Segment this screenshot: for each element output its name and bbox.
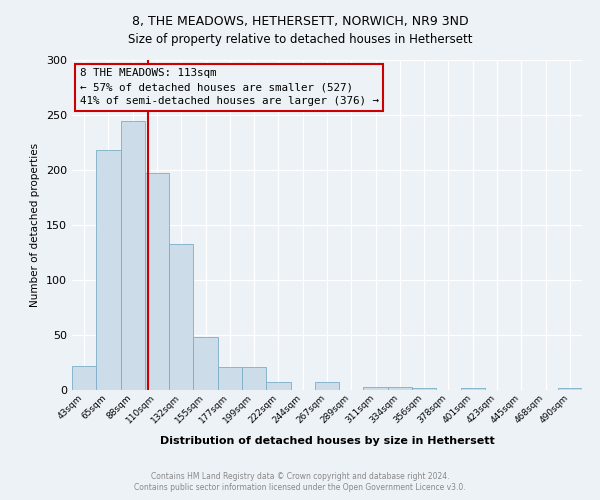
Bar [315,382,339,390]
Bar [412,388,436,390]
Bar [242,367,266,390]
Bar [218,367,242,390]
Text: Contains HM Land Registry data © Crown copyright and database right 2024.
Contai: Contains HM Land Registry data © Crown c… [134,472,466,492]
Bar [96,150,121,390]
Text: 8, THE MEADOWS, HETHERSETT, NORWICH, NR9 3ND: 8, THE MEADOWS, HETHERSETT, NORWICH, NR9… [131,15,469,28]
Bar [266,382,290,390]
Bar [145,174,169,390]
Bar [193,337,218,390]
X-axis label: Distribution of detached houses by size in Hethersett: Distribution of detached houses by size … [160,436,494,446]
Bar [121,120,145,390]
Text: Size of property relative to detached houses in Hethersett: Size of property relative to detached ho… [128,32,472,46]
Bar [558,388,582,390]
Bar [364,386,388,390]
Bar [169,244,193,390]
Y-axis label: Number of detached properties: Number of detached properties [31,143,40,307]
Bar [72,366,96,390]
Bar [461,388,485,390]
Bar [388,386,412,390]
Text: 8 THE MEADOWS: 113sqm
← 57% of detached houses are smaller (527)
41% of semi-det: 8 THE MEADOWS: 113sqm ← 57% of detached … [80,68,379,106]
